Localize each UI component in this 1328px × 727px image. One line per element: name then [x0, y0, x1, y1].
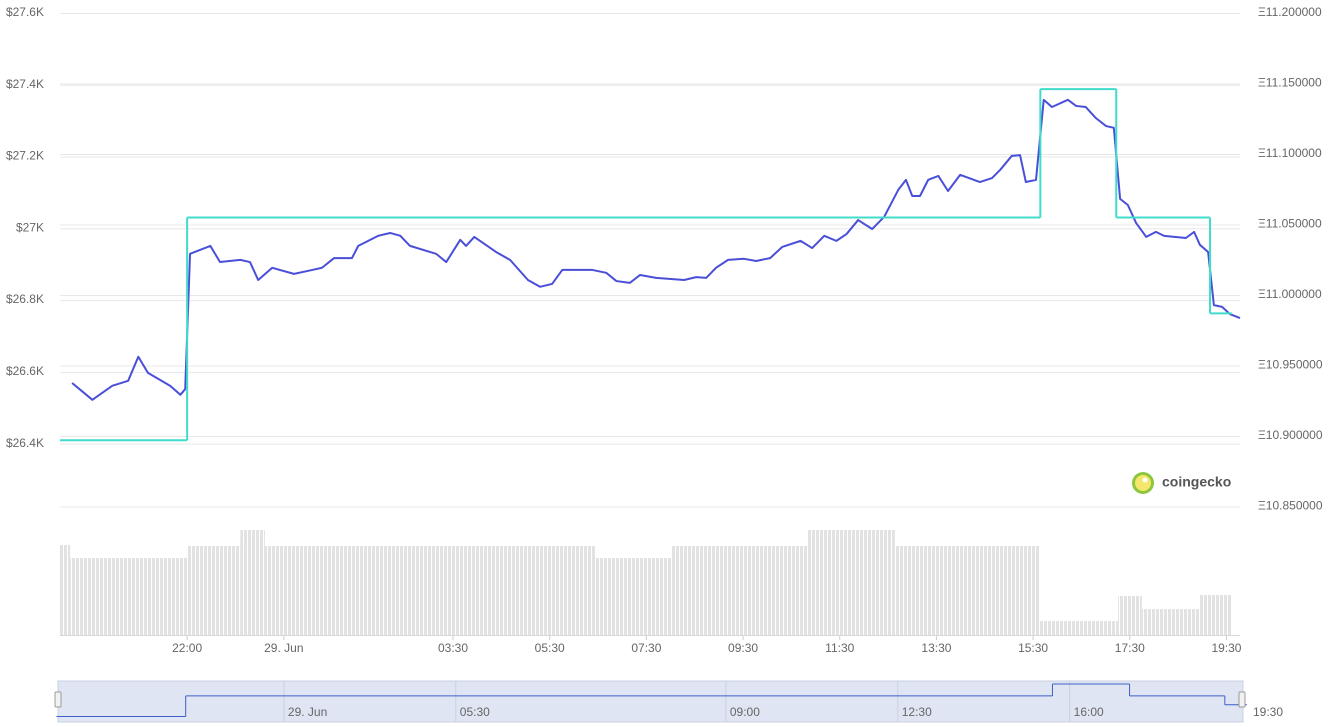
y2-tick-label: Ξ10.950000	[1258, 358, 1323, 372]
x-tick-label: 05:30	[535, 641, 565, 655]
x-tick-label: 17:30	[1115, 641, 1145, 655]
y2-tick-label: Ξ10.850000	[1258, 499, 1323, 513]
price-line	[71, 98, 1241, 401]
navigator-tick-label: 29. Jun	[288, 705, 327, 719]
navigator-tick-label: 09:00	[730, 705, 760, 719]
navigator-tick-label: 16:00	[1074, 705, 1104, 719]
x-tick-label: 11:30	[825, 641, 854, 655]
series	[60, 88, 1241, 442]
y2-tick-label: Ξ11.050000	[1258, 217, 1322, 231]
navigator-handle	[54, 691, 62, 708]
volume-bar	[70, 558, 188, 635]
y-tick-label: $26.8K	[6, 292, 44, 306]
y2-tick-label: Ξ11.100000	[1258, 146, 1322, 160]
navigator-tick-label: 05:30	[460, 705, 490, 719]
volume-bar	[240, 530, 265, 635]
y-tick-label: $27.4K	[6, 77, 44, 91]
y2-tick-label: Ξ11.150000	[1258, 76, 1322, 90]
watermark-text: coingecko	[1162, 474, 1231, 490]
x-tick-label: 13:30	[921, 641, 951, 655]
volume-bar	[894, 546, 1040, 635]
y-tick-label: $26.6K	[6, 364, 44, 378]
volume-bar	[264, 546, 596, 635]
y2-tick-label: Ξ11.000000	[1258, 287, 1322, 301]
volume-bar	[595, 558, 672, 635]
y2-tick-label: Ξ11.200000	[1258, 5, 1322, 19]
grid	[60, 13, 1240, 508]
watermark-logo-eye	[1142, 477, 1148, 483]
volume-bar	[1039, 621, 1119, 635]
navigator-handle	[1238, 691, 1246, 708]
volume-bar	[671, 546, 808, 635]
watermark-logo-inner	[1135, 475, 1151, 491]
y-tick-label: $27K	[16, 220, 44, 234]
x-tick-label: 22:00	[172, 641, 202, 655]
volume-bar	[60, 545, 71, 635]
volume	[60, 530, 1232, 635]
x-tick-label: 19:30	[1211, 641, 1241, 655]
x-tick-label: 07:30	[631, 641, 661, 655]
y-tick-label: $27.6K	[6, 5, 44, 19]
volume-bar	[1199, 595, 1232, 635]
x-tick-label: 15:30	[1018, 641, 1048, 655]
navigator-tick-label: 12:30	[902, 705, 932, 719]
volume-bar	[807, 530, 895, 635]
y-tick-label: $27.2K	[6, 149, 44, 163]
x-tick-label: 29. Jun	[264, 641, 303, 655]
navigator-mask	[57, 680, 1244, 723]
labels: $26.4K $26.6K $26.8K $27K $27.2K $27.4K $27.6K…	[6, 5, 1323, 655]
volume-bar	[1141, 609, 1200, 635]
volume-bar	[1118, 596, 1142, 635]
y-tick-label: $26.4K	[6, 436, 44, 450]
navigator: 29. Jun 05:30 09:00 12:30 16:00 19:30	[54, 680, 1283, 723]
x-tick-label: 09:30	[728, 641, 758, 655]
x-tick-label: 03:30	[438, 641, 468, 655]
volume-bar	[187, 546, 241, 635]
y2-tick-label: Ξ10.900000	[1258, 428, 1323, 442]
navigator-end-label: 19:30	[1253, 705, 1283, 719]
watermark: coingecko	[1132, 472, 1231, 494]
